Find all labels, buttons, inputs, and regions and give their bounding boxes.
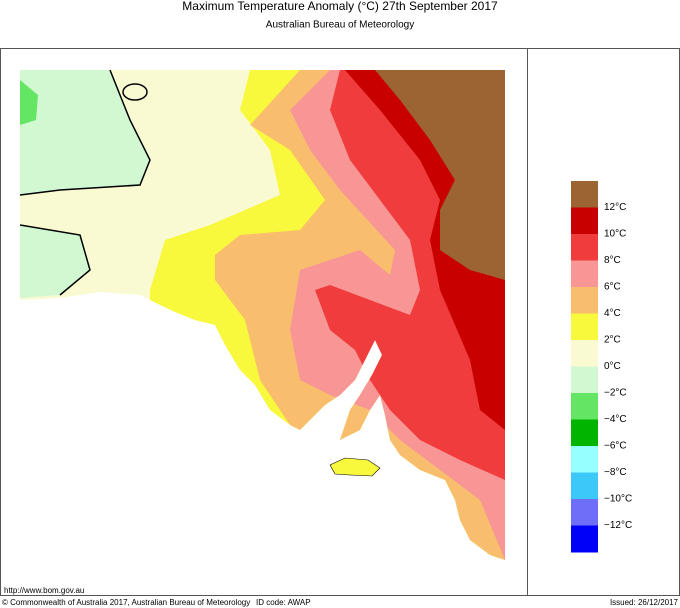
legend-label: −2°C	[604, 388, 627, 399]
legend-swatch	[571, 499, 598, 526]
legend-swatch	[571, 366, 598, 394]
legend-label: 12°C	[604, 202, 626, 213]
kangaroo-island	[329, 457, 381, 477]
footer-url: http://www.bom.gov.au	[4, 586, 84, 595]
legend-label: −8°C	[604, 467, 627, 478]
legend-swatch	[571, 313, 598, 341]
legend-label: 6°C	[604, 282, 621, 293]
legend-swatch	[571, 181, 598, 208]
legend-label: 10°C	[604, 229, 626, 240]
legend-swatch	[571, 234, 598, 261]
legend-label: −4°C	[604, 414, 627, 425]
legend-label: 2°C	[604, 335, 621, 346]
footer-issued: Issued: 26/12/2017	[610, 598, 679, 607]
legend-swatch	[571, 446, 598, 473]
legend-label: 4°C	[604, 308, 621, 319]
legend-swatch	[571, 472, 598, 500]
legend-swatch	[571, 525, 598, 553]
legend-label: 8°C	[604, 255, 621, 266]
title: Maximum Temperature Anomaly (°C) 27th Se…	[182, 0, 498, 13]
legend-swatch	[571, 287, 598, 314]
legend-swatch	[571, 260, 598, 288]
legend: 12°C 10°C 8°C 6°C 4°C 2°C 0°C −2°C −4°C −6°C −8°C −…	[571, 181, 632, 553]
footer-id: ID code: AWAP	[256, 598, 311, 607]
legend-swatch	[571, 207, 598, 235]
subtitle: Australian Bureau of Meteorology	[266, 20, 414, 31]
legend-label: −10°C	[604, 494, 632, 505]
legend-swatch	[571, 340, 598, 367]
legend-label: 0°C	[604, 361, 621, 372]
anomaly-map	[20, 70, 505, 560]
legend-swatch	[571, 393, 598, 420]
legend-label: −12°C	[604, 520, 632, 531]
legend-label: −6°C	[604, 441, 627, 452]
footer-copyright: © Commonwealth of Australia 2017, Austra…	[2, 598, 250, 607]
legend-swatch	[571, 419, 598, 447]
